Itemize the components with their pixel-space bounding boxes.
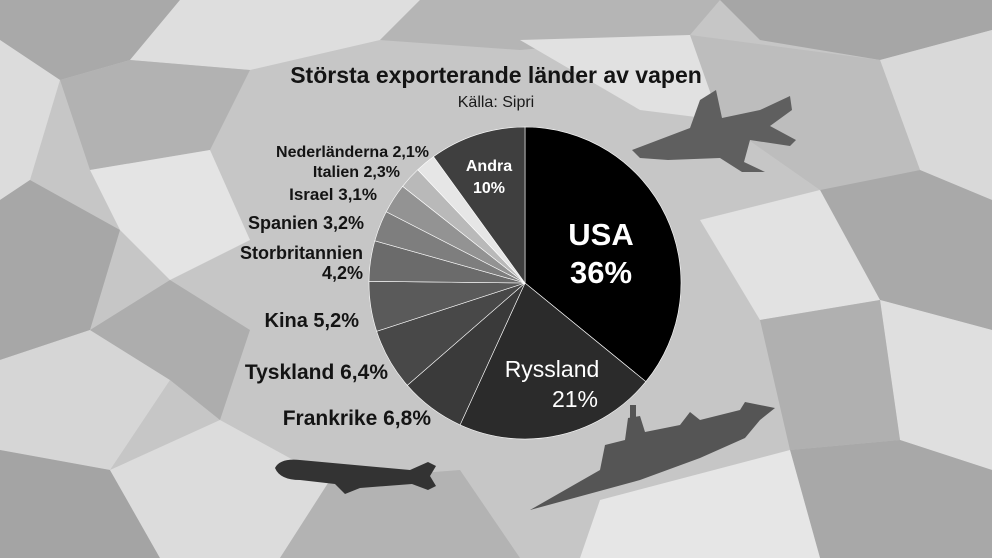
pie-label-italien: Italien 2,3%: [313, 164, 400, 181]
pie-label-ryssland-name: Ryssland: [505, 356, 600, 382]
fighter-jet-icon: [632, 90, 796, 172]
chart-title: Största exporterande länder av vapen: [290, 62, 702, 88]
pie-label-nederlanderna: Nederländerna 2,1%: [276, 144, 429, 161]
pie-slice-usa: [524, 126, 682, 383]
pie-label-usa-name: USA: [568, 217, 633, 252]
pie-label-andra-name: Andra: [466, 158, 512, 175]
pie-label-spanien: Spanien 3,2%: [248, 213, 364, 233]
pie-label-usa-value: 36%: [570, 255, 632, 290]
pie-chart: [368, 126, 682, 440]
pie-slice-andra: [433, 126, 526, 284]
pie-label-frankrike: Frankrike 6,8%: [283, 407, 432, 430]
pie-label-kina: Kina 5,2%: [265, 310, 360, 332]
pie-label-tyskland: Tyskland 6,4%: [245, 361, 389, 384]
cruise-missile-icon: [275, 459, 436, 494]
pie-slice-ryssland: [459, 282, 647, 440]
pie-label-ryssland-value: 21%: [552, 386, 598, 412]
pie-label-storbritannien-value: 4,2%: [322, 263, 363, 283]
pie-label-andra-value: 10%: [473, 180, 505, 197]
chart-subtitle: Källa: Sipri: [457, 94, 535, 111]
pie-label-israel: Israel 3,1%: [289, 185, 377, 204]
warship-icon: [530, 402, 775, 510]
pie-label-storbritannien-name: Storbritannien: [240, 243, 363, 263]
